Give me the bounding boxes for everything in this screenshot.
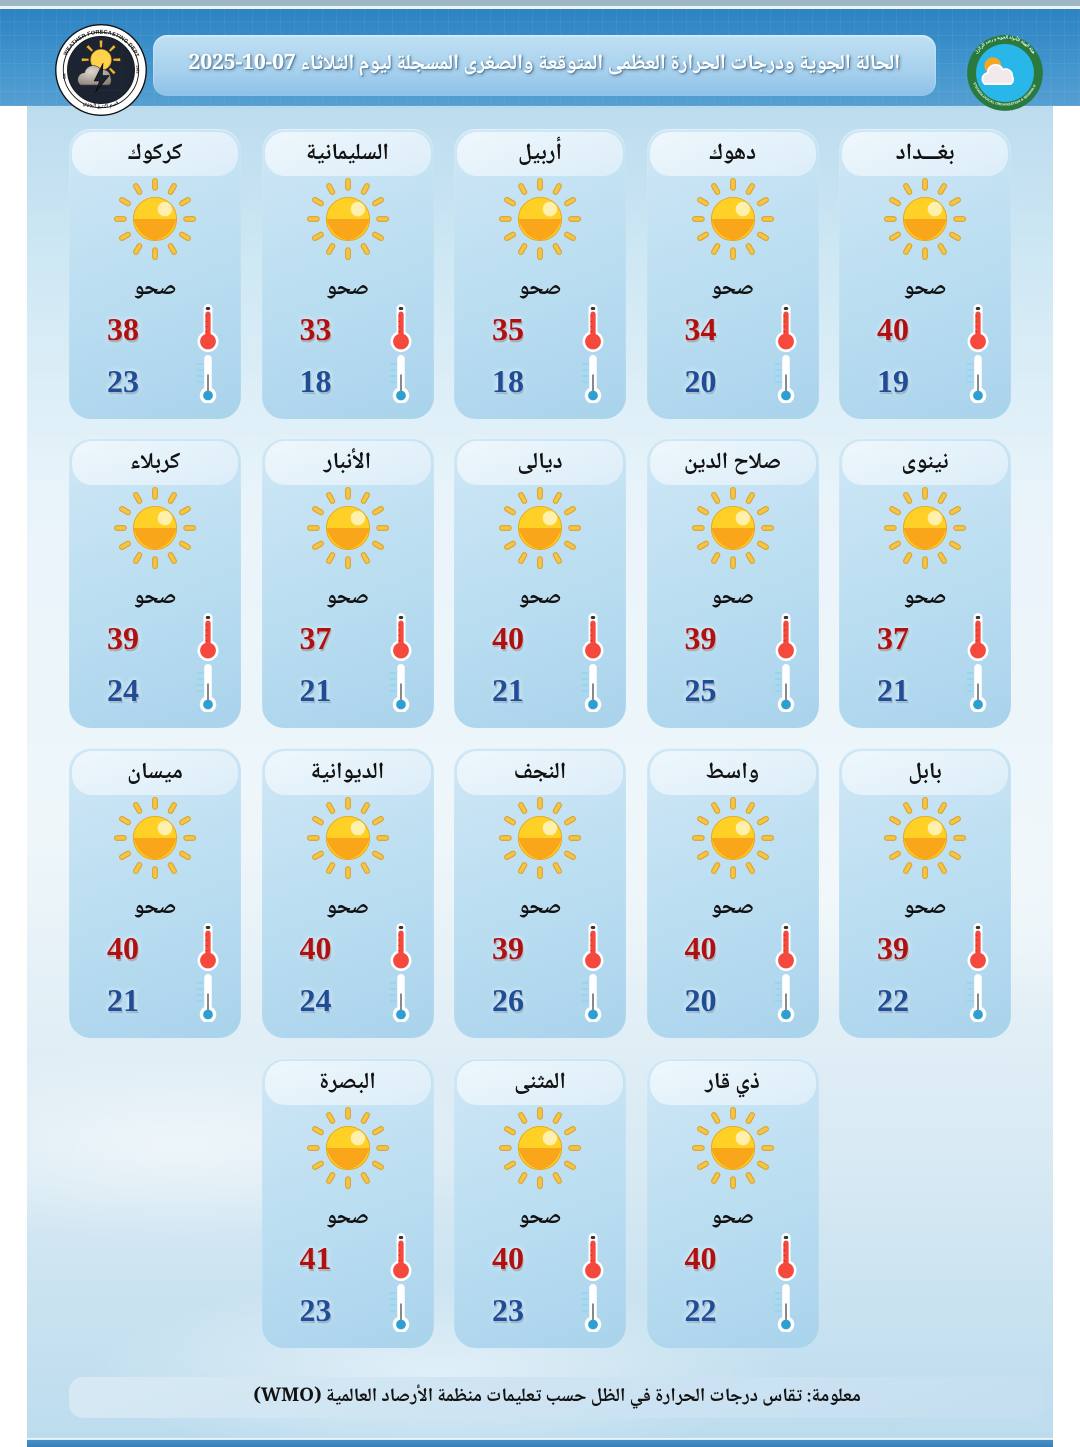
svg-text:1983: 1983 xyxy=(136,65,140,73)
svg-text:SM: SM xyxy=(62,73,66,79)
